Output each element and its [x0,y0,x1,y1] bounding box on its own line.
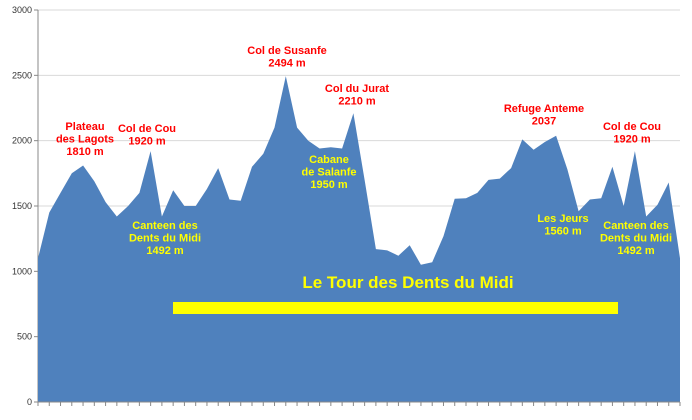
annotation-line: 2210 m [338,96,376,108]
y-tick-label: 0 [27,397,32,407]
elevation-area-layer [38,76,680,402]
annotation-label: Plateau des Lagots 1810 m [56,121,114,158]
annotation-line: des Lagots [56,134,114,146]
annotation-label: Col de Cou 1920 m [603,121,661,146]
y-tick-label: 1500 [12,201,32,211]
annotation-line: Cabane [309,154,349,166]
x-axis [37,401,681,406]
y-axis: 0 500 1000 1500 2000 2500 3000 [12,5,39,407]
annotation-line: 1920 m [128,136,166,148]
annotation-label: Canteen des Dents du Midi 1492 m [129,220,201,257]
annotation-line: Canteen des [132,220,197,232]
elevation-area [38,76,680,402]
annotation-line: de Salanfe [301,167,356,179]
annotation-line: Col de Susanfe [247,45,326,57]
chart-title: Le Tour des Dents du Midi [302,273,513,292]
annotation-line: Col du Jurat [325,83,390,95]
annotation-label: Col de Cou 1920 m [118,123,176,148]
annotation-line: Refuge Anteme [504,103,584,115]
annotation-label: Les Jeurs 1560 m [537,213,588,238]
annotation-label: Col de Susanfe 2494 m [247,45,326,70]
annotation-line: 1492 m [617,245,655,257]
annotation-line: 2037 [532,116,556,128]
annotation-line: 1560 m [544,226,582,238]
annotation-line: Canteen des [603,220,668,232]
annotation-line: Dents du Midi [600,233,672,245]
y-tick-label: 2500 [12,70,32,80]
annotation-line: 1950 m [310,179,348,191]
annotation-label: Col du Jurat 2210 m [325,83,390,108]
y-tick-label: 500 [17,332,32,342]
annotation-label: Canteen des Dents du Midi 1492 m [600,220,672,257]
annotation-line: 1810 m [66,146,104,158]
annotation-line: Les Jeurs [537,213,588,225]
highlight-layer [173,302,618,314]
title-highlight-bar [173,302,618,314]
annotation-line: 1920 m [613,134,651,146]
annotation-line: Dents du Midi [129,233,201,245]
annotation-line: Col de Cou [118,123,176,135]
y-tick-label: 1000 [12,266,32,276]
annotation-line: Col de Cou [603,121,661,133]
annotation-label: Refuge Anteme 2037 [504,103,584,128]
annotation-label: Cabane de Salanfe 1950 m [301,154,356,191]
annotation-line: Plateau [65,121,104,133]
y-tick-label: 2000 [12,136,32,146]
annotation-line: 1492 m [146,245,184,257]
annotation-line: 2494 m [268,58,306,70]
y-tick-label: 3000 [12,5,32,15]
